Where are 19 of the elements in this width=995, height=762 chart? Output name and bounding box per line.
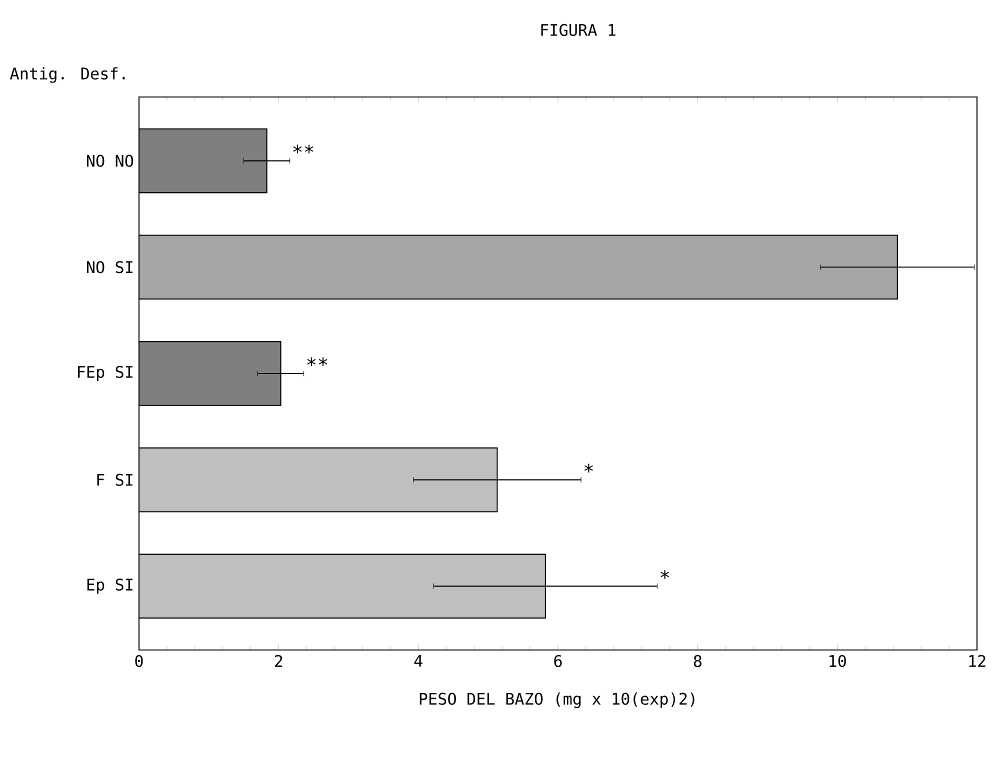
annotation: *: [660, 570, 670, 579]
y-tick-label: NO NO: [86, 154, 134, 167]
annotation: **: [293, 144, 314, 154]
x-tick-label: 4: [414, 654, 422, 667]
y-axis-title: Antig. Desf.: [10, 67, 125, 83]
x-tick-label: 8: [694, 654, 702, 668]
annotation: **: [307, 357, 328, 366]
x-tick-label: 2: [275, 654, 282, 667]
x-tick-label: 10: [830, 654, 846, 668]
y-tick-label: F SI: [97, 474, 132, 486]
annotation: *: [584, 464, 593, 472]
y-tick-label: FEp SI: [78, 366, 132, 382]
y-tick-label: NO SI: [86, 261, 132, 274]
x-tick-label: 6: [554, 654, 562, 668]
x-tick-label: 12: [969, 654, 986, 667]
y-tick-label: Ep SI: [87, 578, 132, 594]
x-axis-title: PESO DEL BAZO (mg x 10(exp)2): [420, 692, 694, 708]
x-tick-label: 0: [135, 654, 143, 668]
chart-title: FIGURA 1: [541, 24, 616, 36]
